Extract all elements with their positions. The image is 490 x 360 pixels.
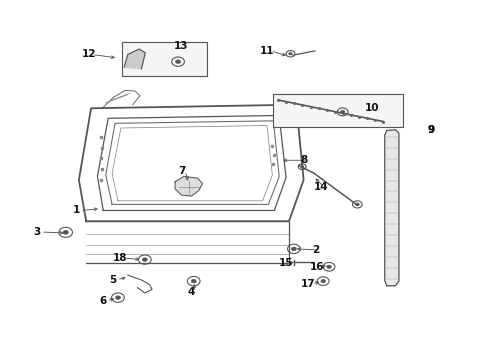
Circle shape	[63, 230, 68, 234]
Circle shape	[175, 60, 180, 63]
Text: 18: 18	[113, 253, 128, 263]
Text: 6: 6	[99, 296, 107, 306]
Circle shape	[356, 203, 359, 206]
Text: 9: 9	[427, 125, 434, 135]
Text: 9: 9	[427, 125, 434, 135]
Text: 2: 2	[312, 245, 319, 255]
Text: 8: 8	[300, 155, 307, 165]
Circle shape	[292, 247, 296, 251]
Circle shape	[143, 258, 147, 261]
Text: 10: 10	[365, 103, 379, 113]
Circle shape	[301, 166, 304, 168]
Circle shape	[116, 296, 121, 300]
Bar	[273, 94, 403, 127]
Text: 15: 15	[279, 258, 294, 268]
Text: 17: 17	[301, 279, 316, 289]
Text: 14: 14	[314, 182, 328, 192]
Text: 11: 11	[260, 46, 274, 56]
Polygon shape	[385, 130, 399, 286]
Polygon shape	[175, 176, 202, 196]
Circle shape	[321, 279, 325, 283]
Circle shape	[341, 111, 345, 113]
Circle shape	[289, 53, 292, 55]
Text: 7: 7	[178, 166, 185, 176]
Bar	[122, 42, 207, 76]
Text: 3: 3	[34, 227, 41, 237]
Polygon shape	[124, 49, 146, 69]
Circle shape	[191, 279, 196, 283]
Circle shape	[327, 265, 331, 269]
Text: 16: 16	[310, 262, 324, 272]
Text: 1: 1	[73, 206, 80, 216]
Text: 5: 5	[109, 275, 117, 285]
Text: 4: 4	[188, 287, 195, 297]
Text: 12: 12	[81, 49, 96, 59]
Text: 13: 13	[174, 41, 189, 50]
